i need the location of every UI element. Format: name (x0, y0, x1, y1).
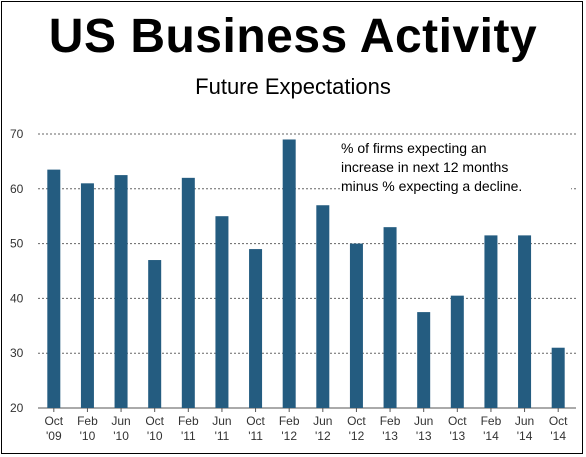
x-tick-label-year: '13 (382, 429, 398, 443)
bar (114, 175, 128, 408)
x-tick-label-month: Oct (246, 414, 265, 428)
bar (316, 205, 330, 408)
x-tick-label-year: '09 (46, 429, 62, 443)
x-tick-label-year: '10 (113, 429, 129, 443)
annotation-line-2: increase in next 12 months (341, 159, 509, 175)
chart-subtitle: Future Expectations (195, 74, 391, 99)
x-tick-label-month: Feb (77, 414, 98, 428)
x-tick-label-year: '14 (517, 429, 533, 443)
bar (249, 249, 263, 408)
bar (215, 216, 229, 408)
x-tick-label-year: '11 (181, 429, 196, 443)
x-tick-label-month: Oct (549, 414, 568, 428)
x-tick-label-year: '10 (80, 429, 96, 443)
x-tick-label-month: Oct (145, 414, 164, 428)
x-tick-label-month: Oct (347, 414, 366, 428)
x-tick-label-year: '10 (147, 429, 163, 443)
bar (417, 312, 431, 408)
x-tick-label-month: Oct (44, 414, 63, 428)
y-tick-label: 20 (10, 401, 24, 415)
x-tick-label-month: Oct (448, 414, 467, 428)
y-tick-label: 60 (10, 182, 24, 196)
annotation-line-1: % of firms expecting an (341, 140, 487, 156)
x-tick-label-month: Jun (414, 414, 433, 428)
x-tick-label-year: '13 (449, 429, 465, 443)
bar (484, 235, 498, 408)
chart-title: US Business Activity (48, 10, 538, 63)
y-tick-label: 50 (10, 237, 24, 251)
x-tick-label-year: '13 (416, 429, 432, 443)
x-tick-label-year: '11 (215, 429, 230, 443)
x-tick-label-year: '12 (349, 429, 365, 443)
x-tick-label-month: Jun (212, 414, 231, 428)
x-tick-label-year: '11 (248, 429, 263, 443)
x-tick-label-month: Feb (380, 414, 401, 428)
bar (47, 169, 61, 408)
x-tick-label-month: Feb (279, 414, 300, 428)
bar (80, 183, 94, 408)
annotation-line-3: minus % expecting a decline. (341, 178, 523, 194)
bar (518, 235, 532, 408)
x-tick-label-year: '14 (550, 429, 566, 443)
chart-annotation: % of firms expecting an increase in next… (341, 139, 571, 196)
bar (181, 177, 195, 408)
y-tick-label: 40 (10, 291, 24, 305)
y-tick-label: 70 (10, 127, 24, 141)
x-tick-label-year: '12 (281, 429, 297, 443)
x-tick-label-month: Jun (111, 414, 130, 428)
bar (282, 139, 296, 409)
bar (349, 243, 363, 408)
y-tick-label: 30 (10, 346, 24, 360)
x-tick-label-month: Jun (313, 414, 332, 428)
bar (551, 347, 565, 408)
x-tick-label-month: Feb (178, 414, 199, 428)
bar (450, 295, 464, 408)
bar (148, 260, 162, 408)
bar (383, 227, 397, 408)
x-tick-label-year: '14 (483, 429, 499, 443)
x-tick-label-year: '12 (315, 429, 331, 443)
x-tick-label-month: Jun (515, 414, 534, 428)
x-tick-label-month: Feb (481, 414, 502, 428)
